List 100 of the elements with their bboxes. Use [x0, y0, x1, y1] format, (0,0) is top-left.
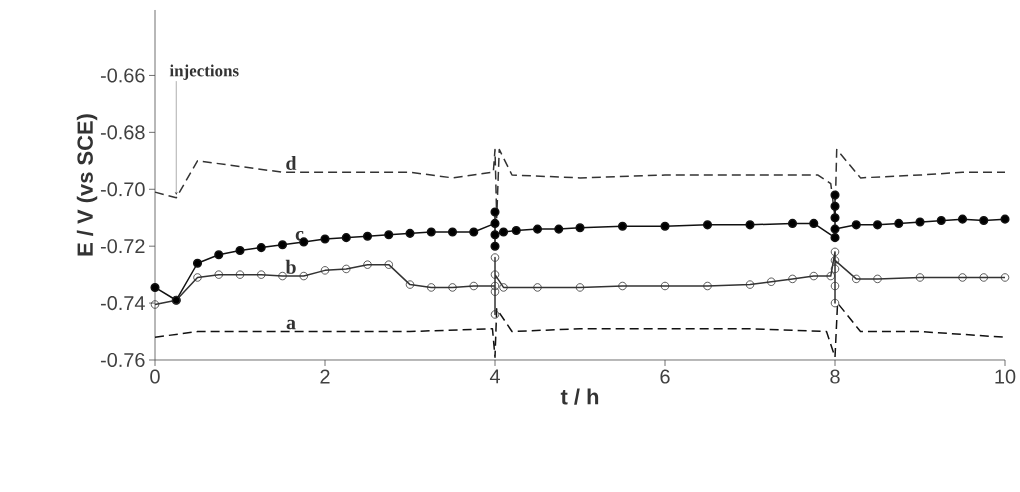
point [979, 216, 989, 226]
point [362, 231, 373, 241]
x-tick-label: 4 [489, 369, 500, 384]
point [852, 274, 861, 284]
x-tick-label: 2 [320, 369, 330, 384]
point [469, 281, 478, 291]
point [235, 245, 245, 255]
point [490, 230, 500, 240]
point [809, 218, 819, 228]
point [405, 280, 415, 289]
point [150, 300, 160, 309]
point [384, 260, 393, 269]
point [532, 224, 543, 234]
point [214, 250, 224, 260]
point [341, 233, 351, 243]
y-tick-label: -0.68 [100, 125, 145, 140]
point [703, 281, 712, 291]
point [915, 217, 925, 227]
point [660, 221, 670, 231]
point [320, 234, 330, 244]
x-tick-label: 8 [830, 369, 840, 384]
y-tick-label: -0.66 [100, 68, 145, 83]
point [830, 298, 840, 308]
point [745, 220, 755, 230]
annotation: d [286, 155, 297, 170]
annotation: b [285, 259, 296, 274]
annotation: injections [169, 64, 239, 80]
point [788, 274, 797, 284]
point [873, 274, 882, 284]
point [256, 243, 266, 253]
point [851, 220, 861, 230]
point [320, 266, 330, 275]
x-tick-label: 0 [150, 369, 160, 384]
point [448, 283, 457, 292]
x-tick-label: 6 [660, 369, 670, 384]
y-tick-label: -0.72 [100, 239, 145, 254]
point [427, 283, 436, 292]
point [618, 281, 627, 291]
point [809, 271, 818, 281]
point [575, 283, 585, 292]
point [1000, 214, 1010, 224]
point [405, 228, 415, 238]
point [426, 227, 436, 237]
point [447, 227, 458, 237]
point [511, 225, 521, 236]
point [490, 281, 500, 291]
point [830, 281, 840, 291]
point [490, 218, 500, 228]
point [936, 216, 946, 226]
point [490, 310, 500, 319]
point [958, 273, 967, 282]
point [830, 247, 840, 257]
point [617, 221, 628, 231]
y-axis-title: E / V (vs SCE) [76, 114, 98, 256]
annotation: a [286, 319, 296, 330]
point [499, 283, 508, 292]
point [830, 213, 840, 223]
point [830, 233, 840, 243]
point [498, 227, 509, 237]
point [214, 270, 223, 279]
point [363, 260, 372, 269]
point [957, 214, 968, 224]
point [193, 273, 202, 282]
point [490, 253, 500, 262]
point [257, 270, 266, 279]
point [979, 273, 988, 282]
y-tick-label: -0.76 [100, 352, 145, 368]
point [469, 227, 479, 237]
point [192, 258, 203, 268]
point [235, 270, 245, 279]
point [702, 220, 713, 230]
point [894, 218, 904, 228]
point [384, 230, 394, 240]
point [575, 223, 585, 233]
point [745, 280, 755, 289]
point [830, 224, 840, 234]
y-tick-label: -0.74 [100, 296, 145, 311]
x-tick-label: 10 [995, 369, 1016, 384]
point [554, 224, 564, 234]
point [830, 201, 840, 211]
point [830, 264, 840, 274]
y-tick-label: -0.70 [100, 182, 145, 197]
point [490, 207, 500, 217]
point [826, 271, 835, 281]
point [490, 241, 500, 251]
point [342, 264, 351, 274]
point [830, 190, 840, 200]
point [915, 273, 925, 282]
point [299, 271, 308, 281]
point [787, 218, 798, 228]
x-axis-title: t / h [560, 388, 599, 405]
point [872, 220, 883, 230]
point [277, 240, 288, 250]
point [767, 277, 776, 286]
point [830, 256, 840, 265]
point [490, 287, 500, 296]
point [660, 281, 670, 291]
point [150, 282, 160, 292]
point [278, 271, 287, 281]
point [533, 283, 542, 292]
